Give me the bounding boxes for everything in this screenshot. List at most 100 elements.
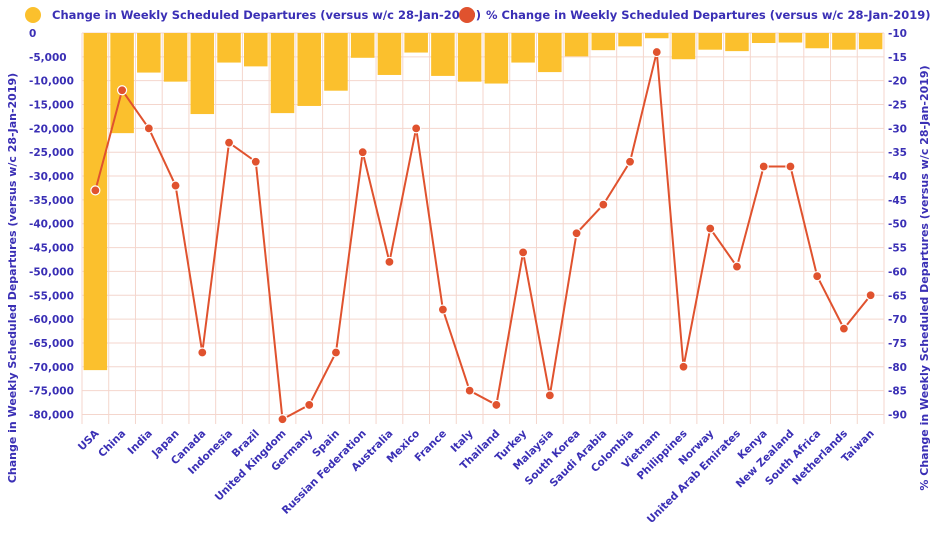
point-norway[interactable] bbox=[705, 223, 716, 234]
left-tick-label: -60,000 bbox=[29, 314, 74, 326]
point-india[interactable] bbox=[143, 123, 154, 134]
bar-mexico[interactable] bbox=[404, 33, 428, 53]
point-thailand[interactable] bbox=[491, 399, 502, 411]
left-tick-label: -15,000 bbox=[29, 100, 74, 112]
point-china[interactable] bbox=[116, 85, 128, 96]
point-saudi-arabia[interactable] bbox=[598, 199, 609, 210]
bar-taiwan[interactable] bbox=[858, 33, 883, 50]
point-united-kingdom[interactable] bbox=[277, 414, 288, 425]
bar-malaysia[interactable] bbox=[538, 33, 562, 73]
bar-philippines[interactable] bbox=[671, 33, 696, 60]
bar-indonesia[interactable] bbox=[217, 33, 241, 63]
point-australia[interactable] bbox=[384, 256, 395, 267]
bar-south-korea[interactable] bbox=[564, 33, 589, 57]
bar-usa[interactable] bbox=[83, 33, 108, 371]
point-italy[interactable] bbox=[464, 385, 475, 396]
point-canada[interactable] bbox=[197, 347, 208, 358]
point-germany[interactable] bbox=[304, 399, 315, 411]
left-tick-label: -25,000 bbox=[29, 147, 74, 159]
bars bbox=[83, 33, 883, 371]
right-tick-label: -55 bbox=[888, 243, 907, 255]
point-turkey[interactable] bbox=[517, 247, 529, 258]
bar-thailand[interactable] bbox=[484, 33, 509, 84]
right-tick-label: -85 bbox=[888, 386, 907, 398]
left-tick-label: -35,000 bbox=[29, 195, 74, 207]
point-france[interactable] bbox=[437, 304, 448, 315]
bar-china[interactable] bbox=[110, 33, 134, 134]
right-tick-label: -40 bbox=[888, 171, 907, 183]
bar-new-zealand[interactable] bbox=[778, 33, 803, 43]
point-philippines[interactable] bbox=[678, 361, 689, 372]
legend-line-label[interactable]: % Change in Weekly Scheduled Departures … bbox=[486, 8, 931, 22]
right-tick-label: -30 bbox=[888, 123, 907, 135]
bar-south-africa[interactable] bbox=[805, 33, 829, 49]
bar-colombia[interactable] bbox=[618, 33, 642, 47]
point-russian-federation[interactable] bbox=[357, 147, 368, 158]
bar-india[interactable] bbox=[137, 33, 161, 73]
point-spain[interactable] bbox=[330, 347, 342, 358]
point-new-zealand[interactable] bbox=[785, 161, 796, 172]
left-tick-label: -5,000 bbox=[29, 52, 67, 64]
right-tick-label: -15 bbox=[888, 52, 907, 64]
point-united-arab-emirates[interactable] bbox=[731, 261, 743, 272]
point-malaysia[interactable] bbox=[544, 390, 555, 401]
right-tick-label: -90 bbox=[888, 409, 907, 421]
bar-japan[interactable] bbox=[163, 33, 188, 82]
legend-bar-label[interactable]: Change in Weekly Scheduled Departures (v… bbox=[52, 8, 481, 22]
bar-saudi-arabia[interactable] bbox=[591, 33, 616, 51]
bar-brazil[interactable] bbox=[244, 33, 268, 67]
right-tick-label: -50 bbox=[888, 219, 907, 231]
point-usa[interactable] bbox=[90, 185, 101, 196]
right-axis: -10 -15 -20 -25 -30 -35 -40 -45 -50 -55 -60 -65 -70 -… bbox=[888, 28, 907, 421]
bar-united-kingdom[interactable] bbox=[270, 33, 295, 114]
bar-norway[interactable] bbox=[698, 33, 722, 50]
point-brazil[interactable] bbox=[250, 156, 261, 167]
point-vietnam[interactable] bbox=[651, 46, 662, 58]
right-tick-label: -20 bbox=[888, 76, 907, 88]
left-tick-label: -10,000 bbox=[29, 76, 74, 88]
right-tick-label: -80 bbox=[888, 362, 907, 374]
grid bbox=[81, 32, 885, 424]
left-tick-label: -45,000 bbox=[29, 243, 74, 255]
point-japan[interactable] bbox=[170, 180, 181, 191]
bar-turkey[interactable] bbox=[511, 33, 535, 63]
line-series bbox=[90, 46, 876, 425]
right-tick-label: -45 bbox=[888, 195, 907, 207]
bar-netherlands[interactable] bbox=[832, 33, 856, 50]
bar-vietnam[interactable] bbox=[645, 33, 669, 39]
bar-italy[interactable] bbox=[457, 33, 482, 82]
legend-bar-swatch-icon bbox=[25, 7, 41, 23]
bar-canada[interactable] bbox=[190, 33, 215, 115]
left-axis: 0 -5,000 -10,000 -15,000 -20,000 -25,000 -30,0… bbox=[29, 28, 74, 421]
right-tick-label: -65 bbox=[888, 290, 907, 302]
left-tick-label: -80,000 bbox=[29, 409, 74, 421]
point-kenya[interactable] bbox=[758, 161, 769, 172]
point-colombia[interactable] bbox=[624, 156, 636, 167]
bar-germany[interactable] bbox=[297, 33, 321, 106]
bar-spain[interactable] bbox=[324, 33, 348, 91]
legend-line-swatch-icon bbox=[459, 7, 475, 23]
pct-change-line bbox=[94, 51, 872, 421]
left-tick-label: -50,000 bbox=[29, 266, 74, 278]
left-tick-label: 0 bbox=[29, 28, 36, 40]
left-tick-label: -55,000 bbox=[29, 290, 74, 302]
point-mexico[interactable] bbox=[411, 123, 422, 134]
bar-france[interactable] bbox=[431, 33, 455, 76]
point-netherlands[interactable] bbox=[838, 323, 850, 334]
legend: Change in Weekly Scheduled Departures (v… bbox=[25, 7, 931, 23]
left-tick-label: -65,000 bbox=[29, 338, 74, 350]
point-taiwan[interactable] bbox=[865, 290, 876, 301]
bar-kenya[interactable] bbox=[751, 33, 776, 44]
right-tick-label: -35 bbox=[888, 147, 907, 159]
point-south-africa[interactable] bbox=[812, 271, 823, 282]
bar-australia[interactable] bbox=[377, 33, 402, 75]
bar-russian-federation[interactable] bbox=[350, 33, 375, 58]
left-tick-label: -30,000 bbox=[29, 171, 74, 183]
category-label: China bbox=[96, 428, 128, 460]
right-tick-label: -75 bbox=[888, 338, 907, 350]
left-tick-label: -40,000 bbox=[29, 219, 74, 231]
bar-united-arab-emirates[interactable] bbox=[725, 33, 749, 52]
point-indonesia[interactable] bbox=[223, 137, 235, 148]
point-south-korea[interactable] bbox=[571, 228, 582, 239]
